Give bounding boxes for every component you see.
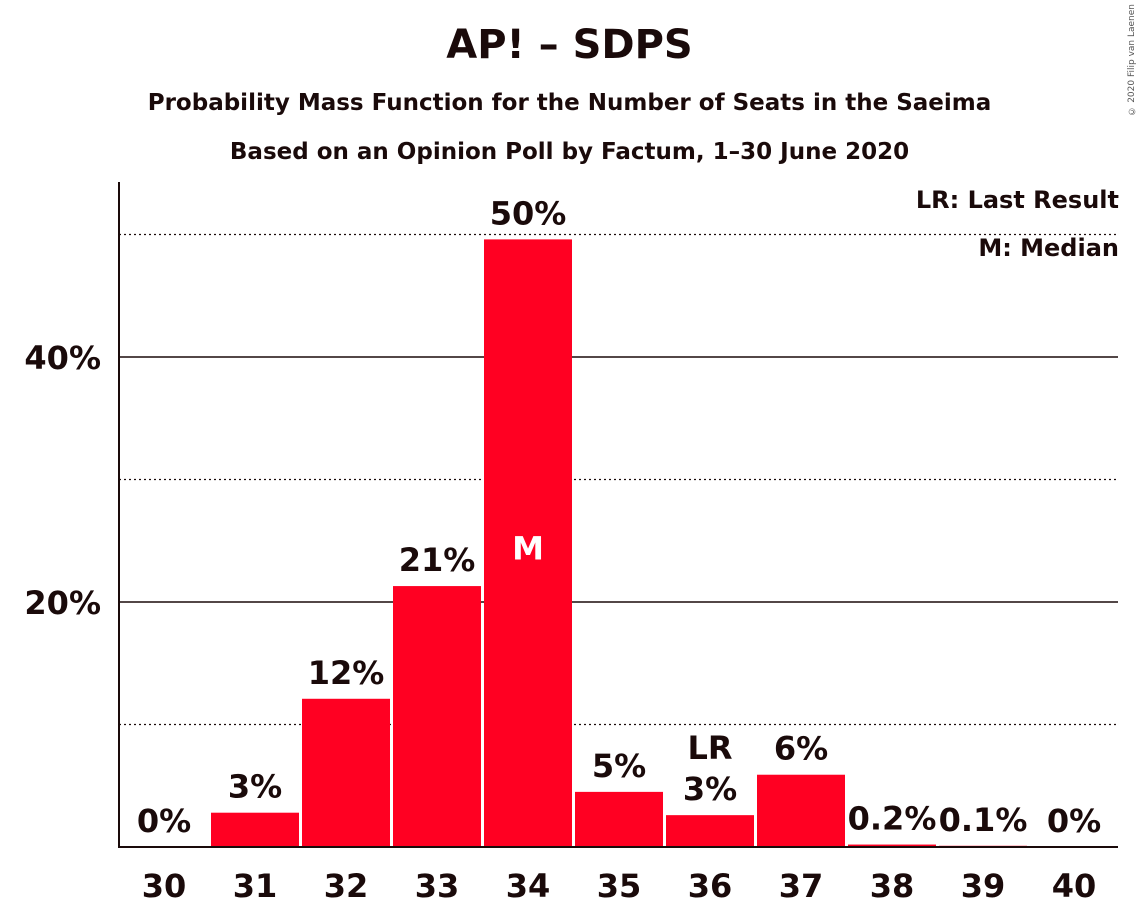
bar-seat-36: [666, 815, 754, 847]
x-tick-label: 39: [961, 867, 1006, 905]
bar-seat-34: [484, 239, 572, 847]
bar-seat-38: [848, 844, 936, 847]
value-label: 3%: [683, 770, 737, 808]
chart-subtitle: Probability Mass Function for the Number…: [147, 90, 992, 116]
value-label: 0.1%: [939, 801, 1028, 839]
x-tick-label: 33: [415, 867, 460, 905]
value-label: 50%: [490, 194, 567, 232]
value-label: 21%: [399, 541, 476, 579]
chart-title: AP! – SDPS: [446, 22, 693, 68]
bar-seat-32: [302, 698, 390, 847]
value-label: 12%: [308, 654, 385, 692]
y-tick-label: 40%: [24, 339, 101, 377]
chart-subtitle-source: Based on an Opinion Poll by Factum, 1–30…: [229, 139, 910, 165]
last-result-marker: LR: [687, 729, 732, 767]
x-tick-label: 40: [1052, 867, 1097, 905]
value-label: 5%: [592, 747, 646, 785]
x-tick-label: 38: [870, 867, 915, 905]
value-label: 0.2%: [848, 800, 937, 838]
x-tick-label: 36: [688, 867, 733, 905]
x-tick-label: 35: [597, 867, 642, 905]
bar-seat-31: [211, 812, 299, 847]
x-tick-label: 30: [142, 867, 187, 905]
value-label: 3%: [228, 768, 282, 806]
legend-last-result: LR: Last Result: [915, 186, 1119, 214]
legend-median: M: Median: [978, 234, 1119, 262]
x-tick-label: 31: [233, 867, 278, 905]
y-tick-label: 20%: [24, 584, 101, 622]
value-label: 0%: [1047, 802, 1101, 840]
value-label: 6%: [774, 730, 828, 768]
x-tick-label: 32: [324, 867, 369, 905]
x-tick-label: 37: [779, 867, 824, 905]
bar-seat-35: [575, 791, 663, 847]
median-marker: M: [512, 529, 544, 567]
x-tick-label: 34: [506, 867, 551, 905]
bar-seat-37: [757, 774, 845, 847]
bar-seat-33: [393, 586, 481, 847]
value-label: 0%: [137, 802, 191, 840]
